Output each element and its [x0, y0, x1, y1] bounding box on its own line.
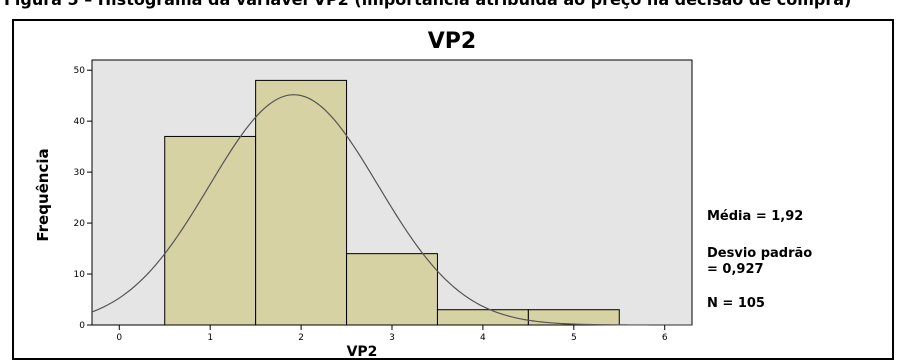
y-tick-label: 40: [74, 117, 86, 127]
x-tick-label: 0: [116, 333, 122, 343]
histogram-bar: [255, 79, 348, 326]
x-tick-label: 1: [207, 333, 213, 343]
x-axis-label: VP2: [347, 344, 378, 360]
y-tick-label: 50: [74, 66, 86, 76]
y-axis-label: Frequência: [34, 148, 52, 241]
x-tick-label: 3: [389, 333, 395, 343]
n-stat: N = 105: [707, 296, 765, 311]
x-tick-label: 4: [480, 333, 486, 343]
x-tick-label: 2: [298, 333, 304, 343]
x-tick-label: 6: [662, 333, 668, 343]
chart-title: VP2: [428, 29, 476, 54]
histogram-bar: [527, 309, 620, 326]
y-tick-label: 0: [79, 321, 85, 331]
sd-stat-line2: = 0,927: [707, 262, 764, 277]
figure-caption: Figura 5 – Histograma da variável VP2 (i…: [4, 0, 851, 9]
normal-curve: [91, 94, 692, 326]
y-tick-label: 10: [74, 270, 86, 280]
x-tick-label: 5: [571, 333, 577, 343]
sd-stat-line1: Desvio padrão: [707, 246, 813, 261]
histogram-bar: [164, 135, 257, 326]
y-tick-label: 30: [74, 168, 86, 178]
mean-stat: Média = 1,92: [707, 209, 804, 224]
y-tick-label: 20: [74, 219, 86, 229]
histogram-bar: [346, 253, 438, 326]
